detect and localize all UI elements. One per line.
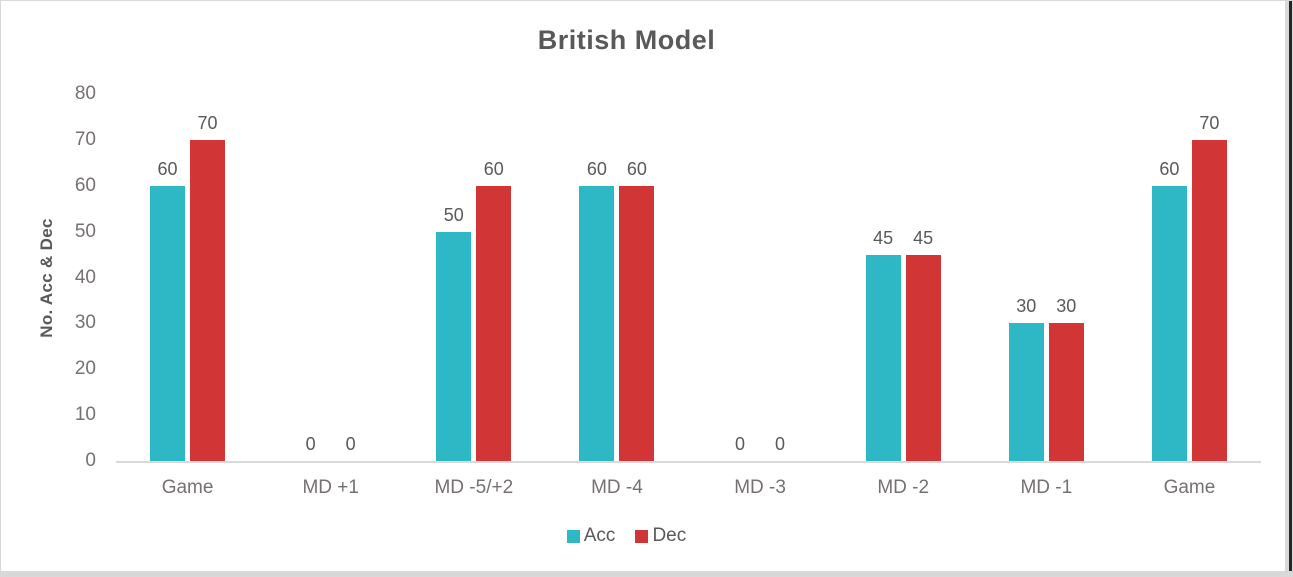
data-label-acc: 60 — [157, 158, 178, 179]
bar-column-acc: 0 — [293, 94, 328, 461]
bar-acc — [436, 231, 472, 461]
y-tick-label: 10 — [74, 404, 96, 426]
bar-acc — [1008, 323, 1044, 461]
data-label-dec: 70 — [197, 112, 218, 133]
card-edge-strip-gray — [1285, 1, 1289, 576]
bar-group: 50 60 — [402, 94, 545, 461]
legend-swatch-icon — [566, 529, 580, 543]
bar-column-dec: 60 — [476, 94, 512, 461]
y-tick-label: 30 — [74, 312, 96, 334]
y-tick-label: 80 — [74, 83, 96, 104]
bar-column-acc: 45 — [865, 94, 901, 461]
bar-column-acc: 60 — [1151, 94, 1187, 461]
bar-dec — [905, 254, 941, 461]
data-label-dec: 70 — [1199, 112, 1220, 133]
data-label-acc: 0 — [735, 434, 746, 454]
data-label-acc: 45 — [873, 227, 894, 248]
y-tick-label: 50 — [74, 220, 96, 242]
bar-group: 60 60 — [545, 94, 688, 461]
y-tick-label: 20 — [74, 358, 96, 380]
bar-column-acc: 60 — [150, 94, 186, 461]
bar-dec — [619, 185, 655, 461]
bar-dec — [1191, 139, 1227, 461]
legend-swatch-icon — [635, 529, 649, 543]
y-tick-label: 70 — [74, 128, 96, 150]
y-tick-label: 60 — [74, 174, 96, 196]
x-axis-category-label: MD -4 — [591, 477, 643, 498]
legend: Acc Dec — [1, 525, 1252, 547]
bar-acc — [150, 185, 186, 461]
bar-column-dec: 60 — [619, 94, 655, 461]
data-label-dec: 60 — [483, 158, 504, 179]
bar-column-acc: 30 — [1008, 94, 1044, 461]
bar-column-dec: 30 — [1048, 94, 1084, 461]
y-tick-label: 0 — [85, 450, 96, 471]
data-label-dec: 0 — [775, 434, 786, 454]
data-label-acc: 50 — [443, 204, 464, 225]
x-axis-category-label: MD -3 — [734, 477, 786, 498]
legend-item-acc: Acc — [566, 525, 616, 547]
data-label-dec: 30 — [1056, 296, 1077, 317]
data-label-acc: 30 — [1016, 296, 1037, 317]
plot-area: 60 70 0 0 50 60 60 60 0 0 45 45 30 30 60 70 — [116, 94, 1261, 463]
bar-acc — [865, 254, 901, 461]
data-label-dec: 60 — [626, 158, 647, 179]
bar-column-dec: 0 — [763, 94, 798, 461]
y-tick-label: 40 — [74, 266, 96, 288]
bar-column-acc: 60 — [579, 94, 615, 461]
bar-dec — [1048, 323, 1084, 461]
bar-column-dec: 70 — [190, 94, 226, 461]
bar-group: 60 70 — [116, 94, 259, 461]
bar-group: 60 70 — [1118, 94, 1261, 461]
bar-acc — [1151, 185, 1187, 461]
bar-column-dec: 70 — [1191, 94, 1227, 461]
chart-title: British Model — [537, 25, 716, 55]
bar-column-dec: 0 — [333, 94, 368, 461]
card-edge-strip-bottom — [1, 571, 1292, 576]
data-label-acc: 60 — [586, 158, 607, 179]
x-axis-category-label: MD -2 — [877, 477, 930, 498]
x-axis-labels: Game MD +1 MD -5/+2 MD -4 MD -3 MD -2 MD -1 Gam… — [116, 477, 1261, 499]
bar-dec — [190, 139, 226, 461]
bar-group: 45 45 — [832, 94, 975, 461]
bar-acc — [579, 185, 615, 461]
x-axis-category-label: Game — [1163, 477, 1216, 498]
x-axis-category-label: MD +1 — [302, 477, 359, 498]
bar-column-dec: 45 — [905, 94, 941, 461]
data-label-dec: 0 — [345, 434, 356, 454]
data-label-acc: 60 — [1159, 158, 1180, 179]
x-axis-category-label: Game — [161, 477, 214, 498]
screen-edge-strip-dark — [1289, 1, 1292, 576]
bar-dec — [476, 185, 512, 461]
data-label-acc: 0 — [305, 434, 316, 454]
legend-label: Acc — [583, 525, 616, 546]
x-axis-category-label: MD -5/+2 — [434, 477, 514, 498]
bar-group: 30 30 — [975, 94, 1118, 461]
legend-item-dec: Dec — [635, 525, 686, 547]
x-axis-category-label: MD -1 — [1020, 477, 1073, 498]
bar-column-acc: 50 — [436, 94, 472, 461]
legend-label: Dec — [652, 525, 687, 546]
bar-column-acc: 0 — [723, 94, 758, 461]
data-label-dec: 45 — [913, 227, 934, 248]
